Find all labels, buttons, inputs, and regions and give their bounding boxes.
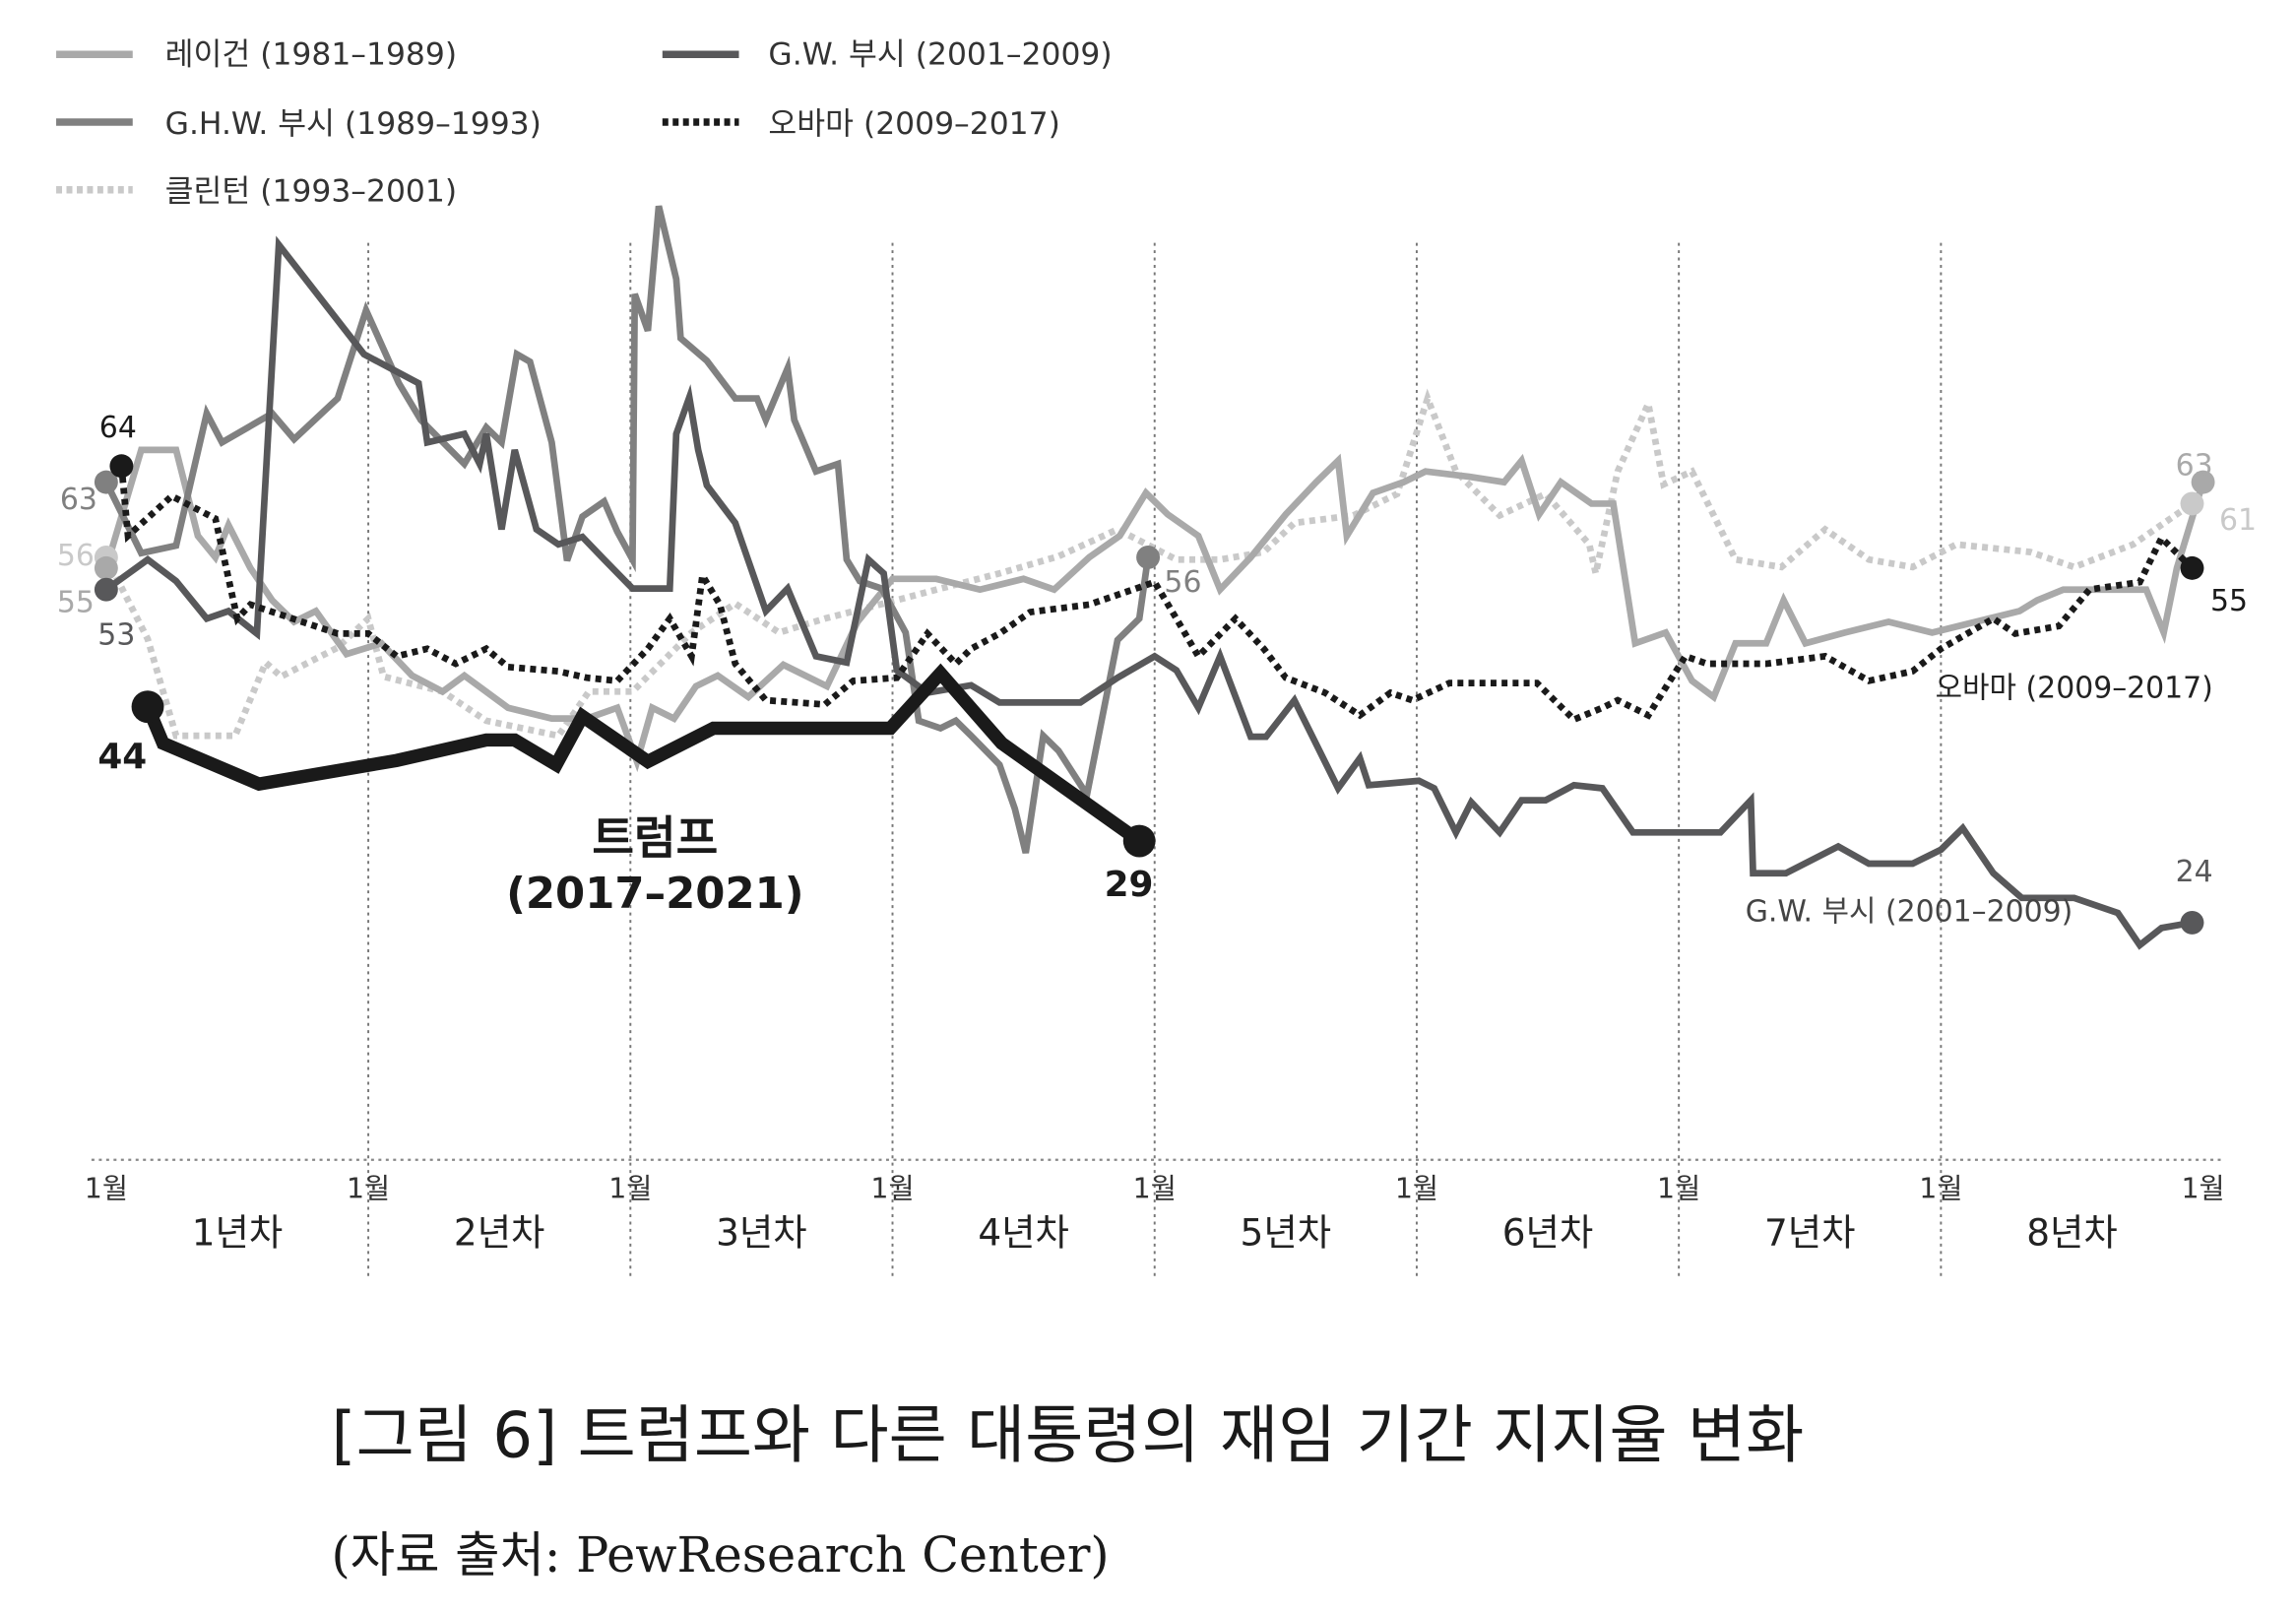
start-marker-obama [109, 454, 134, 479]
end-label-obama: 55 [2210, 584, 2248, 618]
start-label-ghwbush: 63 [60, 483, 97, 517]
annotation-trump-years: (2017–2021) [506, 870, 803, 919]
start-label-obama: 64 [99, 411, 137, 445]
start-label-gwbush: 53 [97, 618, 135, 653]
legend-label-reagan: 레이건 (1981–1989) [165, 37, 457, 73]
start-label-reagan: 55 [57, 586, 95, 620]
end-label-gwbush: 24 [2176, 855, 2213, 889]
series-line-reagan [102, 446, 2206, 773]
x-axis-ticks: 1월 1월 1월 1월 1월 1월 1월 1월 1월 [85, 1173, 2225, 1205]
x-tick-label: 1월 [1657, 1173, 1700, 1205]
year-label: 7년차 [1764, 1210, 1856, 1254]
legend: 레이건 (1981–1989) G.H.W. 부시 (1989–1993) 클린… [56, 37, 1113, 210]
series-line-ghwbush [102, 205, 1152, 854]
year-label: 8년차 [2026, 1210, 2118, 1254]
x-tick-label: 1월 [2181, 1173, 2224, 1205]
year-label: 6년차 [1502, 1210, 1594, 1254]
end-marker-ghwbush [1136, 546, 1161, 569]
x-tick-label: 1월 [1919, 1173, 1962, 1205]
end-marker-clinton [2180, 491, 2204, 516]
end-label-trump: 29 [1105, 865, 1154, 905]
end-marker-reagan [2191, 470, 2215, 494]
endpoint-markers [94, 454, 2215, 935]
series-line-trump [141, 663, 1144, 847]
x-tick-label: 1월 [1133, 1173, 1177, 1205]
series-line-gwbush [103, 235, 2194, 950]
year-label: 2년차 [454, 1210, 545, 1254]
end-marker-trump [1122, 824, 1156, 858]
legend-label-obama: 오바마 (2009–2017) [768, 106, 1059, 142]
legend-label-ghwbush: G.H.W. 부시 (1989–1993) [165, 106, 542, 142]
x-tick-label: 1월 [870, 1173, 914, 1205]
annotation-obama: 오바마 (2009–2017) [1936, 671, 2213, 705]
x-tick-label: 1월 [1395, 1173, 1438, 1205]
year-label: 5년차 [1241, 1210, 1332, 1254]
year-gridlines [367, 242, 1943, 1281]
end-marker-gwbush [2180, 910, 2204, 935]
year-label: 4년차 [978, 1210, 1069, 1254]
endpoint-labels: 64 63 56 55 53 44 63 61 55 24 56 29 [57, 411, 2257, 905]
start-label-trump: 44 [97, 737, 147, 777]
start-marker-trump [131, 690, 164, 724]
x-tick-label: 1월 [347, 1173, 390, 1205]
year-label: 1년차 [192, 1210, 284, 1254]
annotation-trump-name: 트럼프 [592, 811, 718, 865]
start-marker-gwbush [94, 577, 118, 602]
end-label-clinton: 61 [2219, 503, 2257, 538]
year-label: 3년차 [716, 1210, 807, 1254]
start-marker-ghwbush [94, 470, 118, 494]
end-label-ghwbush: 56 [1164, 565, 1201, 600]
start-label-clinton: 56 [57, 539, 95, 573]
figure-caption: [그림 6] 트럼프와 다른 대통령의 재임 기간 지지율 변화 [332, 1399, 1805, 1473]
year-labels: 1년차 2년차 3년차 4년차 5년차 6년차 7년차 8년차 [192, 1210, 2118, 1254]
x-tick-label: 1월 [85, 1173, 128, 1205]
legend-label-gwbush: G.W. 부시 (2001–2009) [768, 37, 1112, 73]
series-lines [102, 205, 2206, 950]
x-tick-label: 1월 [608, 1173, 652, 1205]
series-line-clinton [102, 388, 2195, 740]
end-marker-obama [2180, 555, 2204, 580]
end-label-reagan: 63 [2176, 449, 2213, 484]
annotation-gwbush: G.W. 부시 (2001–2009) [1746, 895, 2073, 930]
start-marker-reagan [94, 555, 118, 580]
figure-source: (자료 출처: PewResearch Center) [332, 1526, 1110, 1584]
legend-label-clinton: 클린턴 (1993–2001) [165, 174, 457, 210]
